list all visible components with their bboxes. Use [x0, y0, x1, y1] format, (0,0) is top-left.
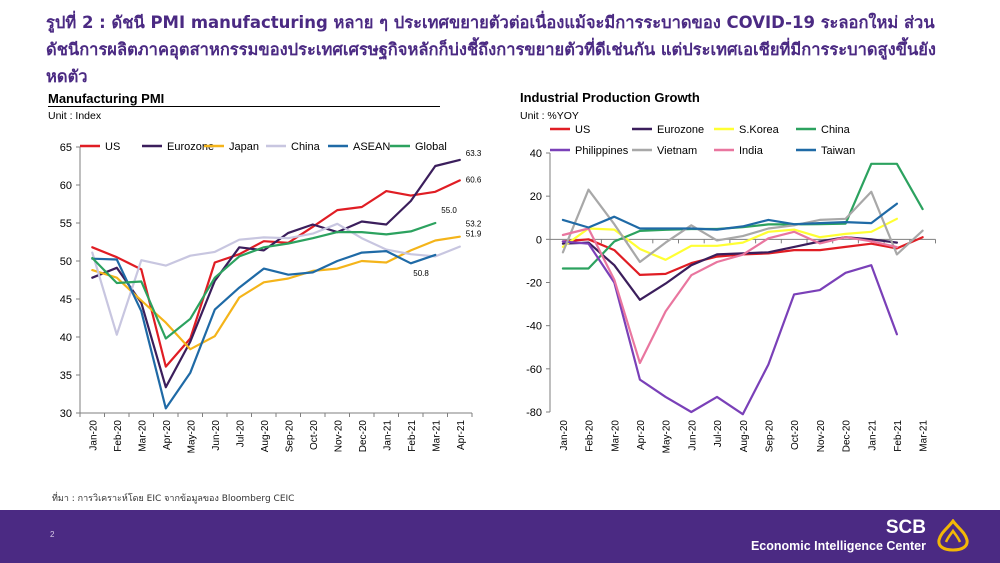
ip-y-tick-label: -80	[526, 407, 542, 419]
pmi-data-label-global: 55.0	[441, 206, 457, 215]
pmi-series-china	[91, 222, 461, 336]
pmi-x-tick-label: Apr-21	[456, 420, 467, 450]
brand-name: SCB	[885, 517, 926, 538]
pmi-legend-label-japan: Japan	[229, 141, 259, 153]
scb-logo-icon	[937, 519, 969, 552]
pmi-chart-title: Manufacturing PMI	[48, 91, 440, 107]
ip-series-s-korea	[561, 217, 898, 261]
pmi-x-tick-label: Oct-20	[309, 420, 320, 450]
ip-line-chart: -80 -60 -40 -20 0 20 40 Jan-20 Feb-20 Mar-20 Apr-2…	[526, 124, 936, 454]
pmi-data-label-china: 51.9	[466, 230, 482, 239]
pmi-y-tick-label: 55	[60, 218, 72, 230]
ip-x-tick-label: Dec-20	[842, 420, 853, 453]
pmi-x-tick-label: Mar-21	[431, 420, 442, 452]
pmi-chart-unit: Unit : Index	[48, 110, 102, 122]
ip-y-tick-label: -20	[526, 278, 542, 290]
ip-x-tick-label: Feb-21	[893, 420, 904, 452]
ip-chart-title: Industrial Production Growth	[520, 90, 700, 105]
pmi-x-tick-label: Jan-21	[382, 420, 393, 451]
pmi-x-tick-label: Feb-21	[407, 420, 418, 452]
ip-series-india	[561, 227, 898, 365]
pmi-y-tick-label: 30	[60, 408, 72, 420]
pmi-line-chart: 30 35 40 45 50 55 60 65 Jan-20 Feb-20 Mar-20 Apr-20…	[60, 141, 482, 454]
brand-subtitle: Economic Intelligence Center	[750, 539, 926, 553]
ip-legend-label-india: India	[739, 145, 764, 157]
pmi-x-tick-label: Jul-20	[235, 420, 246, 448]
ip-x-tick-label: Jan-20	[559, 420, 570, 451]
ip-legend-label-s-korea: S.Korea	[739, 124, 780, 136]
ip-x-tick-label: Mar-20	[610, 420, 621, 452]
ip-x-tick-label: Mar-21	[919, 420, 930, 452]
pmi-series-eurozone	[91, 158, 461, 389]
pmi-x-tick-label: Jun-20	[211, 420, 222, 451]
pmi-y-tick-label: 65	[60, 142, 72, 154]
pmi-legend-label-eurozone: Eurozone	[167, 141, 214, 153]
pmi-x-tick-label: Sep-20	[284, 420, 295, 453]
ip-legend-label-philippines: Philippines	[575, 145, 629, 157]
pmi-y-tick-label: 45	[60, 294, 72, 306]
ip-x-tick-label: Feb-20	[585, 420, 596, 452]
pmi-legend-label-global: Global	[415, 141, 447, 153]
pmi-data-label-eurozone: 63.3	[466, 149, 482, 158]
ip-y-tick-label: 0	[536, 234, 542, 246]
ip-series-vietnam	[561, 188, 924, 264]
brand-block: SCB Economic Intelligence Center	[751, 518, 926, 554]
ip-y-tick-label: -60	[526, 364, 542, 376]
ip-legend-label-vietnam: Vietnam	[657, 145, 697, 157]
ip-y-tick-label: 20	[530, 191, 542, 203]
pmi-series-global	[91, 221, 437, 340]
pmi-y-tick-label: 40	[60, 332, 72, 344]
pmi-legend-label-china: China	[291, 141, 321, 153]
ip-x-tick-label: Nov-20	[816, 420, 827, 453]
ip-x-tick-label: Sep-20	[764, 420, 775, 453]
ip-x-tick-label: Aug-20	[739, 420, 750, 453]
pmi-y-tick-label: 50	[60, 256, 72, 268]
pmi-x-tick-label: Aug-20	[260, 420, 271, 453]
pmi-x-tick-label: Feb-20	[113, 420, 124, 452]
pmi-legend-label-us: US	[105, 141, 120, 153]
ip-legend-label-eurozone: Eurozone	[657, 124, 704, 136]
pmi-x-tick-label: Mar-20	[137, 420, 148, 452]
ip-y-tick-label: -40	[526, 321, 542, 333]
ip-x-tick-label: Oct-20	[790, 420, 801, 450]
footer-bar: 2 SCB Economic Intelligence Center	[0, 510, 1000, 563]
ip-x-tick-label: Jul-20	[713, 420, 724, 448]
ip-x-tick-label: Apr-20	[636, 420, 647, 450]
ip-legend-label-taiwan: Taiwan	[821, 145, 855, 157]
pmi-x-tick-label: Dec-20	[358, 420, 369, 453]
pmi-data-label-asean: 50.8	[413, 269, 429, 278]
ip-legend-label-china: China	[821, 124, 851, 136]
pmi-x-tick-label: Apr-20	[162, 420, 173, 450]
page-title: รูปที่ 2 : ดัชนี PMI manufacturing หลาย …	[46, 13, 936, 86]
ip-series-taiwan	[561, 202, 898, 231]
pmi-y-tick-label: 35	[60, 370, 72, 382]
ip-series-philippines	[561, 240, 898, 416]
pmi-series-asean	[91, 250, 437, 410]
pmi-x-tick-label: May-20	[186, 420, 197, 454]
ip-x-tick-label: Jun-20	[687, 420, 698, 451]
pmi-x-tick-label: Nov-20	[333, 420, 344, 453]
ip-legend-label-us: US	[575, 124, 590, 136]
ip-chart-unit: Unit : %YOY	[520, 110, 579, 122]
source-note: ที่มา : การวิเคราะห์โดย EIC จากข้อมูลของ…	[52, 494, 295, 504]
ip-x-tick-label: May-20	[662, 420, 673, 454]
page-number: 2	[50, 530, 55, 539]
pmi-y-tick-label: 60	[60, 180, 72, 192]
pmi-data-label-japan: 53.2	[466, 220, 482, 229]
pmi-data-label-us: 60.6	[466, 175, 482, 184]
pmi-x-tick-label: Jan-20	[88, 420, 99, 451]
ip-x-tick-label: Jan-21	[867, 420, 878, 451]
ip-y-tick-label: 40	[530, 148, 542, 160]
pmi-legend-label-asean: ASEAN	[353, 141, 390, 153]
